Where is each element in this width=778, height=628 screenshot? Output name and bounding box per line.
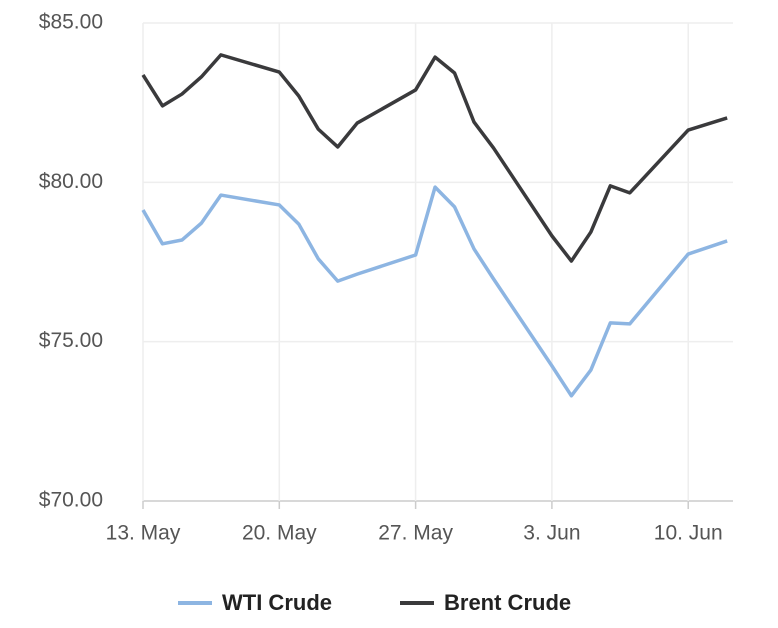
x-tick-label: 13. May xyxy=(106,522,181,545)
y-tick-label: $85.00 xyxy=(39,11,103,34)
x-tick-label: 20. May xyxy=(242,522,317,545)
series-line xyxy=(141,53,728,263)
y-tick-label: $75.00 xyxy=(39,329,103,352)
legend-label: Brent Crude xyxy=(444,590,571,615)
x-tick-label: 10. Jun xyxy=(654,522,723,545)
legend-label: WTI Crude xyxy=(222,590,332,615)
y-tick-label: $70.00 xyxy=(39,489,103,512)
series-line xyxy=(141,185,728,398)
x-tick-label: 3. Jun xyxy=(523,522,580,545)
x-tick-label: 27. May xyxy=(378,522,453,545)
y-tick-label: $80.00 xyxy=(39,170,103,193)
